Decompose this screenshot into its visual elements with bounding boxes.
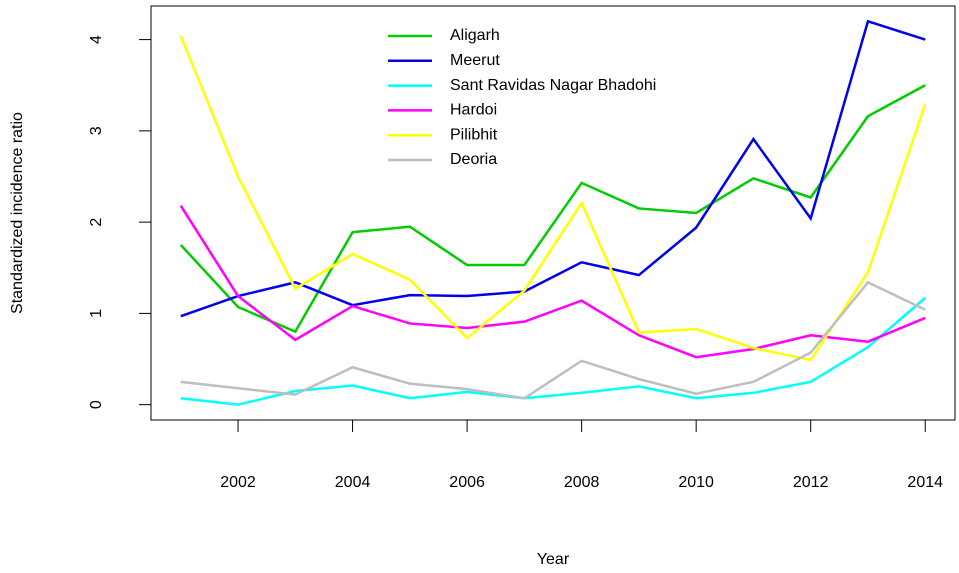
x-tick-label: 2012 (793, 474, 829, 491)
series-line (180, 19, 926, 318)
legend-label: Pilibhit (450, 126, 498, 143)
x-tick-label: 2014 (907, 474, 943, 491)
y-tick-label: 0 (88, 400, 105, 409)
x-axis-label: Year (537, 551, 570, 568)
y-tick-label: 2 (88, 218, 105, 227)
x-tick-label: 2004 (335, 474, 371, 491)
series-line (179, 84, 926, 334)
x-tick-label: 2002 (220, 474, 256, 491)
legend-label: Meerut (450, 52, 500, 69)
legend-label: Sant Ravidas Nagar Bhadohi (450, 77, 656, 94)
series-line (180, 296, 927, 406)
x-tick-label: 2010 (678, 474, 714, 491)
legend-label: Aligarh (450, 27, 500, 44)
y-tick-label: 4 (88, 35, 105, 44)
legend-label: Deoria (450, 151, 497, 168)
series-line (180, 280, 926, 400)
legend-label: Hardoi (450, 102, 497, 119)
x-tick-label: 2006 (449, 474, 485, 491)
series-line (179, 205, 926, 359)
y-tick-label: 1 (88, 309, 105, 318)
y-tick-label: 3 (88, 126, 105, 135)
plot-box (150, 5, 956, 421)
x-tick-label: 2008 (564, 474, 600, 491)
y-axis-label: Standardized incidence ratio (9, 112, 26, 314)
